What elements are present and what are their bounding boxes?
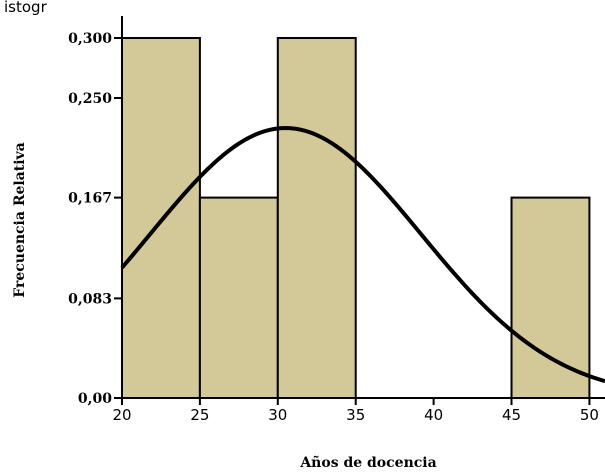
x-ticks: 20 25 30 35 40 45 50 — [112, 398, 599, 424]
chart-title: istogr — [4, 0, 48, 16]
y-axis-label: Frecuencia Relativa — [12, 142, 28, 297]
xtick-label: 40 — [424, 406, 443, 424]
xtick-label: 50 — [580, 406, 599, 424]
ytick-label: 0,00 — [78, 391, 112, 407]
ytick-label: 0,083 — [68, 291, 112, 307]
xtick-label: 25 — [190, 406, 209, 424]
xtick-label: 30 — [268, 406, 287, 424]
bars-group — [121, 37, 591, 399]
y-ticks: 0,00 0,083 0,167 0,250 0,300 — [68, 31, 122, 407]
xtick-label: 35 — [346, 406, 365, 424]
ytick-label: 0,250 — [68, 91, 112, 107]
bar-45-50 — [510, 196, 591, 399]
ytick-label: 0,167 — [68, 191, 112, 207]
xtick-label: 45 — [502, 406, 521, 424]
bar-30-35 — [276, 37, 357, 399]
ytick-label: 0,300 — [68, 31, 112, 47]
bar-25-30 — [198, 196, 279, 399]
normal-curve — [120, 125, 605, 384]
xtick-label: 20 — [112, 406, 131, 424]
x-axis-label: Años de docencia — [299, 454, 436, 471]
